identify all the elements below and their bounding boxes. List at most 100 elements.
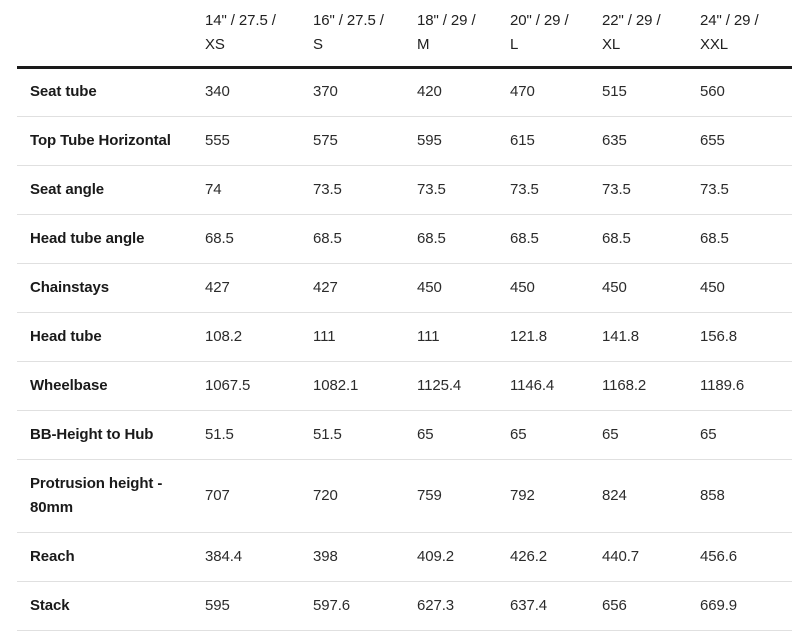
table-row-bb-height-to-hub: BB-Height to Hub 51.5 51.5 65 65 65 65 [17,410,792,459]
row-label: Reach [30,547,75,565]
table-row-seat-angle: Seat angle 74 73.5 73.5 73.5 73.5 73.5 [17,165,792,214]
value-cell: 73.5 [313,180,342,198]
value-cell: 595 [205,596,230,614]
row-label: Top Tube Horizontal [30,131,171,149]
value-cell: 68.5 [700,229,729,247]
value-cell: 560 [700,83,725,100]
value-cell: 575 [313,131,338,149]
value-cell: 759 [417,486,442,504]
table-row-head-tube: Head tube 108.2 111 111 121.8 141.8 156.… [17,312,792,361]
table-row-seat-tube: Seat tube 340 370 420 470 515 560 [17,67,792,116]
value-cell: 73.5 [510,180,539,198]
value-cell: 635 [602,131,627,149]
value-cell: 1082.1 [313,376,359,394]
value-cell: 65 [510,425,527,443]
row-label: Seat angle [30,180,105,198]
value-cell: 655 [700,131,725,149]
column-dimensions: 22" / 29 / [602,11,661,29]
row-label: Head tube [30,327,102,345]
value-cell: 627.3 [417,596,455,614]
value-cell: 68.5 [205,229,234,247]
table-row-chainstays: Chainstays 427 427 450 450 450 450 [17,263,792,312]
value-cell: 68.5 [417,229,446,247]
value-cell: 720 [313,486,338,504]
column-header-xs: 14" / 27.5 / XS [205,0,313,67]
value-cell: 68.5 [602,229,631,247]
value-cell: 858 [700,486,725,504]
column-size-code: XL [602,35,621,53]
value-cell: 426.2 [510,547,548,565]
row-label: Wheelbase [30,376,108,394]
table-row-protrusion-height: Protrusion height - 80mm 707 720 759 792… [17,459,792,532]
value-cell: 65 [417,425,434,443]
value-cell: 65 [602,425,619,443]
value-cell: 824 [602,486,627,504]
value-cell: 450 [602,278,627,296]
value-cell: 74 [205,180,222,198]
value-cell: 108.2 [205,327,243,345]
table-row-stack: Stack 595 597.6 627.3 637.4 656 669.9 [17,581,792,630]
row-label: Stack [30,596,70,614]
value-cell: 595 [417,131,442,149]
value-cell: 420 [417,83,442,100]
value-cell: 68.5 [510,229,539,247]
value-cell: 450 [700,278,725,296]
value-cell: 515 [602,83,627,100]
value-cell: 669.9 [700,596,738,614]
value-cell: 73.5 [700,180,729,198]
column-header-s: 16" / 27.5 / S [313,0,417,67]
value-cell: 440.7 [602,547,640,565]
value-cell: 470 [510,83,535,100]
value-cell: 1168.2 [602,376,647,394]
value-cell: 398 [313,547,338,565]
column-size-code: M [417,35,430,53]
geometry-table: 14" / 27.5 / XS 16" / 27.5 / S 18" / 29 … [17,0,792,631]
value-cell: 1146.4 [510,376,555,394]
row-label: Head tube angle [30,229,145,247]
value-cell: 111 [313,327,336,345]
value-cell: 409.2 [417,547,455,565]
value-cell: 384.4 [205,547,243,565]
column-header-xxl: 24" / 29 / XXL [700,0,792,67]
value-cell: 370 [313,83,338,100]
value-cell: 597.6 [313,596,351,614]
value-cell: 73.5 [602,180,631,198]
value-cell: 450 [417,278,442,296]
column-header-m: 18" / 29 / M [417,0,510,67]
column-dimensions: 14" / 27.5 / [205,11,276,29]
value-cell: 1125.4 [417,376,462,394]
value-cell: 656 [602,596,627,614]
column-dimensions: 24" / 29 / [700,11,759,29]
header-row: 14" / 27.5 / XS 16" / 27.5 / S 18" / 29 … [17,0,792,67]
value-cell: 156.8 [700,327,738,345]
value-cell: 121.8 [510,327,548,345]
value-cell: 51.5 [205,425,234,443]
value-cell: 637.4 [510,596,548,614]
value-cell: 450 [510,278,535,296]
value-cell: 68.5 [313,229,342,247]
value-cell: 427 [313,278,338,296]
row-label: BB-Height to Hub [30,425,154,443]
value-cell: 51.5 [313,425,342,443]
row-label: Chainstays [30,278,110,296]
column-dimensions: 20" / 29 / [510,11,569,29]
value-cell: 707 [205,486,230,504]
value-cell: 456.6 [700,547,738,565]
column-size-code: L [510,35,519,53]
value-cell: 340 [205,83,230,100]
value-cell: 73.5 [417,180,446,198]
table-row-reach: Reach 384.4 398 409.2 426.2 440.7 456.6 [17,532,792,581]
corner-cell [17,0,205,67]
table-row-top-tube-horizontal: Top Tube Horizontal 555 575 595 615 635 … [17,116,792,165]
value-cell: 65 [700,425,717,443]
value-cell: 1067.5 [205,376,251,394]
value-cell: 1189.6 [700,376,745,394]
column-header-xl: 22" / 29 / XL [602,0,700,67]
value-cell: 555 [205,131,230,149]
table-row-head-tube-angle: Head tube angle 68.5 68.5 68.5 68.5 68.5… [17,214,792,263]
value-cell: 141.8 [602,327,640,345]
column-size-code: S [313,35,323,53]
column-size-code: XXL [700,35,729,53]
table-row-wheelbase: Wheelbase 1067.5 1082.1 1125.4 1146.4 11… [17,361,792,410]
row-label: Seat tube [30,83,97,100]
